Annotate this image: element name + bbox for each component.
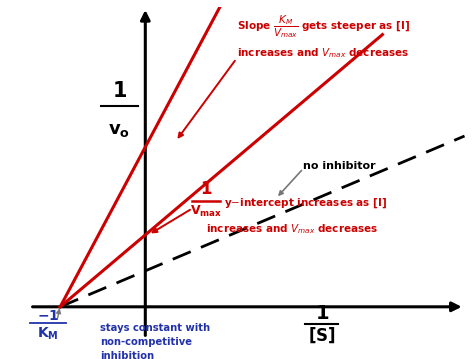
Text: stays constant with
non-competitive
inhibition: stays constant with non-competitive inhi… [100,322,210,359]
Text: $\mathbf{V_{max}}$: $\mathbf{V_{max}}$ [190,204,222,219]
Text: $\mathbf{[S]}$: $\mathbf{[S]}$ [308,325,336,345]
Text: increases and $V_{max}$ decreases: increases and $V_{max}$ decreases [206,223,378,237]
Text: Slope $\dfrac{K_M}{V_{max}}$ gets steeper as [I]: Slope $\dfrac{K_M}{V_{max}}$ gets steepe… [237,13,410,40]
Text: increases and $V_{max}$ decreases: increases and $V_{max}$ decreases [237,46,409,60]
Text: y$-$intercept increases as [I]: y$-$intercept increases as [I] [224,196,388,210]
Text: no inhibitor: no inhibitor [303,160,376,171]
Text: $\mathbf{1}$: $\mathbf{1}$ [112,81,127,101]
Text: $\mathbf{1}$: $\mathbf{1}$ [200,181,212,199]
Text: $\mathbf{1}$: $\mathbf{1}$ [315,304,329,322]
Text: $\mathbf{-1}$: $\mathbf{-1}$ [37,308,59,322]
Text: $\mathbf{v_o}$: $\mathbf{v_o}$ [109,121,130,139]
Text: $\mathbf{K_M}$: $\mathbf{K_M}$ [37,325,59,342]
